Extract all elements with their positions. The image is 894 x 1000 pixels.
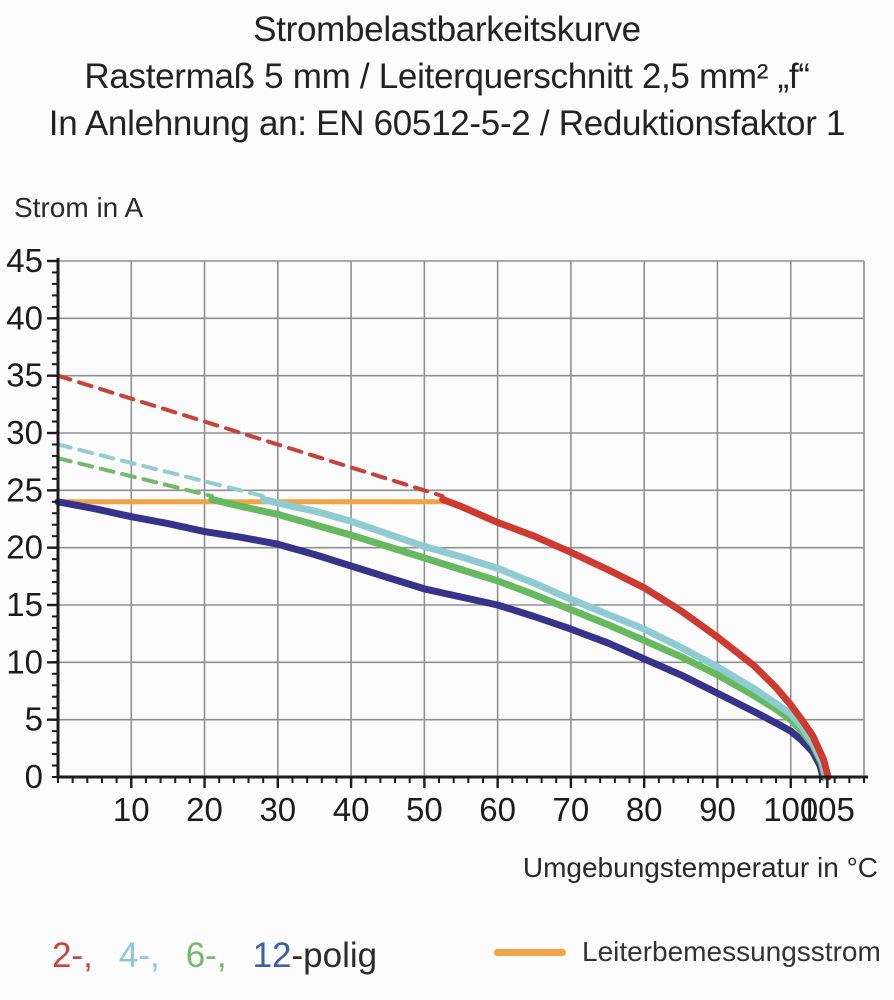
y-tick-label-45: 45 — [6, 242, 43, 279]
axes — [56, 258, 868, 779]
legend-polig-suffix: -polig — [291, 936, 378, 975]
series-2-polig — [439, 496, 832, 781]
y-tick-label-20: 20 — [6, 529, 43, 566]
y-tick-label-30: 30 — [6, 414, 43, 451]
tick-marks — [47, 259, 865, 788]
legend-12polig-label: 12 — [252, 936, 292, 975]
grid — [58, 260, 865, 777]
x-tick-label-105: 105 — [800, 791, 855, 828]
series-4-polig-gestrichelt- — [56, 442, 266, 499]
legend-2polig-label: 2-, — [52, 936, 93, 975]
y-tick-label-10: 10 — [6, 643, 43, 680]
legend-4polig-label: 4-, — [118, 936, 160, 975]
x-axis-title: Umgebungstemperatur in °C — [522, 852, 878, 883]
y-tick-label-25: 25 — [6, 471, 43, 508]
x-tick-label-50: 50 — [406, 791, 443, 828]
x-tick-label-100: 100 — [763, 791, 818, 828]
chart-title-block: Strombelastbarkeitskurve Rastermaß 5 mm … — [0, 6, 894, 147]
legend-6polig-label: 6-, — [185, 936, 227, 975]
x-tick-label-10: 10 — [113, 791, 150, 828]
x-tick-label-30: 30 — [259, 791, 296, 828]
y-tick-label-5: 5 — [25, 701, 43, 738]
rated-current-legend: Leiterbemessungsstrom — [494, 936, 881, 968]
series-6-polig — [208, 496, 829, 781]
legend-12polig-group: 12 -polig — [253, 936, 378, 976]
series-6-polig-gestrichelt- — [56, 456, 214, 499]
x-tick-label-40: 40 — [333, 791, 370, 828]
x-tick-label-70: 70 — [553, 791, 590, 828]
y-tick-label-15: 15 — [6, 586, 43, 623]
chart-title-line1: Strombelastbarkeitskurve — [253, 10, 641, 49]
series-4-polig — [259, 496, 830, 781]
series-12-polig — [54, 498, 827, 781]
y-tick-label-0: 0 — [25, 758, 43, 795]
rated-current-label: Leiterbemessungsstrom — [582, 936, 881, 967]
series-2-polig-gestrichelt- — [56, 373, 445, 499]
chart-title-line3: In Anlehnung an: EN 60512-5-2 / Reduktio… — [48, 104, 846, 143]
poles-legend: 2-, 4-, 6-, 12 -polig — [52, 936, 377, 976]
y-axis-title: Strom in A — [14, 192, 144, 223]
y-tick-labels: 0 5 10 15 20 25 30 35 40 45 — [6, 242, 43, 795]
rated-current-swatch — [494, 948, 566, 956]
y-tick-label-35: 35 — [6, 357, 43, 394]
x-tick-label-60: 60 — [479, 791, 516, 828]
y-tick-label-40: 40 — [6, 299, 43, 336]
x-tick-label-90: 90 — [699, 791, 736, 828]
chart-title-line2: Rastermaß 5 mm / Leiterquerschnitt 2,5 m… — [84, 57, 810, 96]
x-tick-label-80: 80 — [626, 791, 663, 828]
x-tick-label-20: 20 — [186, 791, 223, 828]
